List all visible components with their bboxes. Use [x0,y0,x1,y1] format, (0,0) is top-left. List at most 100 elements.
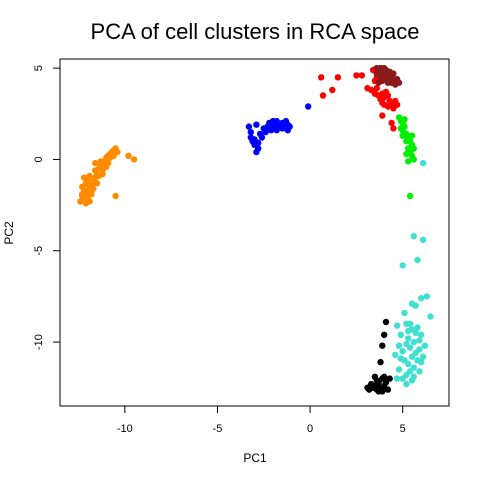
data-point [256,130,264,138]
data-point [384,92,392,99]
data-point [245,123,253,130]
data-point [401,116,408,123]
data-point [382,318,390,326]
data-point [388,79,395,86]
data-point [414,256,421,264]
data-point [353,72,360,79]
data-point [379,99,386,107]
chart-title: PCA of cell clusters in RCA space [91,19,420,44]
x-tick-label: 5 [400,423,406,435]
data-point [399,375,406,382]
data-point [125,152,132,159]
data-point [86,172,93,180]
data-point [130,156,138,163]
data-point [416,346,423,353]
data-points [77,64,434,395]
data-point [427,313,434,320]
data-point [403,150,410,158]
data-point [329,86,336,94]
y-tick-label: -10 [33,334,45,350]
data-point [373,64,380,72]
data-point [99,170,106,178]
data-point [410,156,417,163]
data-point [397,331,404,338]
data-point [393,322,401,329]
data-point [377,359,384,366]
data-point [393,101,401,108]
data-point [405,360,412,368]
data-point [88,181,95,189]
data-point [408,132,416,139]
data-point [319,92,327,99]
data-point [82,192,90,200]
data-point [406,320,414,327]
data-point [419,159,427,167]
data-point [418,331,425,338]
data-point [418,295,425,302]
data-point [279,125,286,132]
data-point [406,192,414,200]
data-point [403,380,410,388]
plot-frame [59,58,450,407]
data-point [371,373,379,380]
data-point [93,180,101,187]
data-point [381,64,388,72]
data-point [418,359,425,366]
data-point [112,145,119,152]
data-point [318,74,325,81]
data-point [381,331,388,338]
data-point [414,324,421,331]
data-point [423,293,430,300]
data-point [410,233,417,240]
data-point [395,366,403,373]
data-point [412,329,419,337]
data-point [384,386,392,393]
data-point [397,125,404,132]
data-point [379,112,386,119]
data-point [305,103,312,110]
data-point [390,125,397,132]
data-point [405,158,412,165]
data-point [262,128,269,136]
data-point [416,337,423,344]
data-point [421,342,429,349]
data-point [410,338,417,346]
data-point [364,384,371,391]
data-point [419,353,427,360]
y-axis-label: PC2 [2,221,16,245]
data-point [268,127,275,134]
y-axis: -10 -5 0 5 [33,65,61,350]
x-tick-label: 0 [307,423,313,435]
x-axis-label: PC1 [243,451,267,465]
data-point [373,85,380,92]
data-point [403,340,410,348]
data-point [392,351,399,359]
data-point [388,119,395,127]
data-point [97,158,105,165]
data-point [358,72,366,79]
data-point [247,128,254,136]
y-tick-label: 0 [33,156,45,162]
x-axis: -10 -5 0 5 [117,405,406,435]
x-tick-label: -5 [213,423,223,435]
data-point [105,159,112,167]
data-point [399,132,406,139]
data-point [86,198,93,205]
data-point [401,309,408,317]
y-tick-label: 5 [33,65,45,71]
y-tick-label: -5 [33,246,45,256]
data-point [399,348,406,355]
data-point [253,148,260,156]
data-point [403,138,410,145]
x-tick-label: -10 [117,423,133,435]
data-point [255,139,262,147]
data-point [410,145,417,152]
data-point [334,74,342,81]
data-point [112,192,119,200]
data-point [410,373,417,380]
data-point [412,302,419,309]
data-point [253,121,260,128]
data-point [399,262,406,269]
data-point [284,127,291,134]
